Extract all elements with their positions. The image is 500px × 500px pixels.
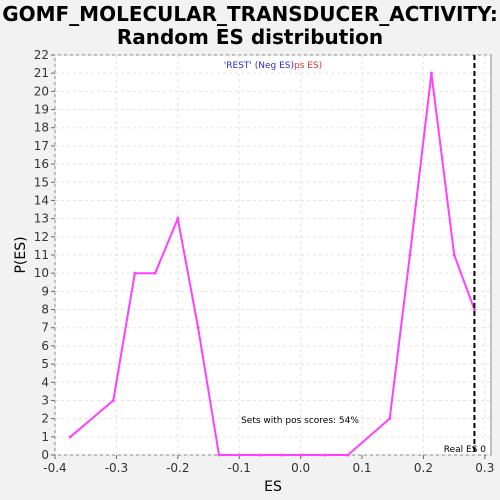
legend-pos-entry: ps ES) — [294, 61, 322, 71]
y-tick-label: 12 — [34, 230, 49, 244]
x-tick-label: 0.3 — [475, 461, 494, 475]
data-point — [453, 254, 456, 257]
x-tick-label: -0.2 — [166, 461, 189, 475]
y-tick-label: 10 — [34, 266, 49, 280]
y-tick-label: 3 — [41, 393, 49, 407]
y-tick-label: 7 — [41, 321, 49, 335]
y-tick-label: 4 — [41, 375, 49, 389]
data-point — [259, 454, 262, 457]
chart-title-line-2: Random ES distribution — [117, 25, 383, 49]
y-tick-label: 9 — [41, 284, 49, 298]
chart-title-line-1: GOMF_MOLECULAR_TRANSDUCER_ACTIVITY: — [2, 2, 498, 26]
x-tick-label: 0.0 — [291, 461, 310, 475]
y-tick-label: 15 — [34, 175, 49, 189]
data-point — [112, 399, 115, 402]
data-point — [301, 454, 304, 457]
x-tick-label: -0.3 — [105, 461, 128, 475]
data-point — [133, 272, 136, 275]
data-point — [281, 454, 284, 457]
data-point — [197, 326, 200, 329]
y-tick-label: 5 — [41, 357, 49, 371]
legend-neg-entry: 'REST' (Neg ES) — [224, 61, 294, 71]
data-point — [346, 454, 349, 457]
y-tick-label: 22 — [34, 48, 49, 62]
data-point — [69, 435, 72, 438]
data-point — [217, 454, 220, 457]
y-tick-label: 14 — [34, 193, 49, 207]
real-es-label: Real ES 0 — [444, 445, 487, 455]
y-tick-label: 20 — [34, 84, 49, 98]
legend: 'REST' (Neg ES)ps ES) — [224, 61, 322, 71]
data-point — [176, 217, 179, 220]
x-tick-label: 0.1 — [352, 461, 371, 475]
y-tick-label: 11 — [34, 248, 49, 262]
x-axis-label: ES — [264, 479, 282, 495]
pos-scores-annotation: Sets with pos scores: 54% — [241, 416, 359, 426]
x-tick-label: -0.4 — [43, 461, 66, 475]
data-point — [154, 272, 157, 275]
y-tick-label: 0 — [41, 448, 49, 462]
y-tick-label: 17 — [34, 139, 49, 153]
y-tick-label: 1 — [41, 430, 49, 444]
y-tick-label: 6 — [41, 339, 49, 353]
y-tick-label: 8 — [41, 303, 49, 317]
y-tick-label: 19 — [34, 103, 49, 117]
data-point — [408, 254, 411, 257]
y-tick-label: 18 — [34, 121, 49, 135]
y-tick-label: 21 — [34, 66, 49, 80]
data-point — [324, 454, 327, 457]
data-point — [430, 72, 433, 75]
data-point — [388, 417, 391, 420]
data-point — [473, 308, 476, 311]
y-axis-label: P(ES) — [13, 236, 29, 273]
y-tick-label: 13 — [34, 212, 49, 226]
x-tick-label: 0.2 — [414, 461, 433, 475]
x-tick-label: -0.1 — [228, 461, 251, 475]
data-point — [238, 454, 241, 457]
y-tick-label: 16 — [34, 157, 49, 171]
y-tick-label: 2 — [41, 412, 49, 426]
